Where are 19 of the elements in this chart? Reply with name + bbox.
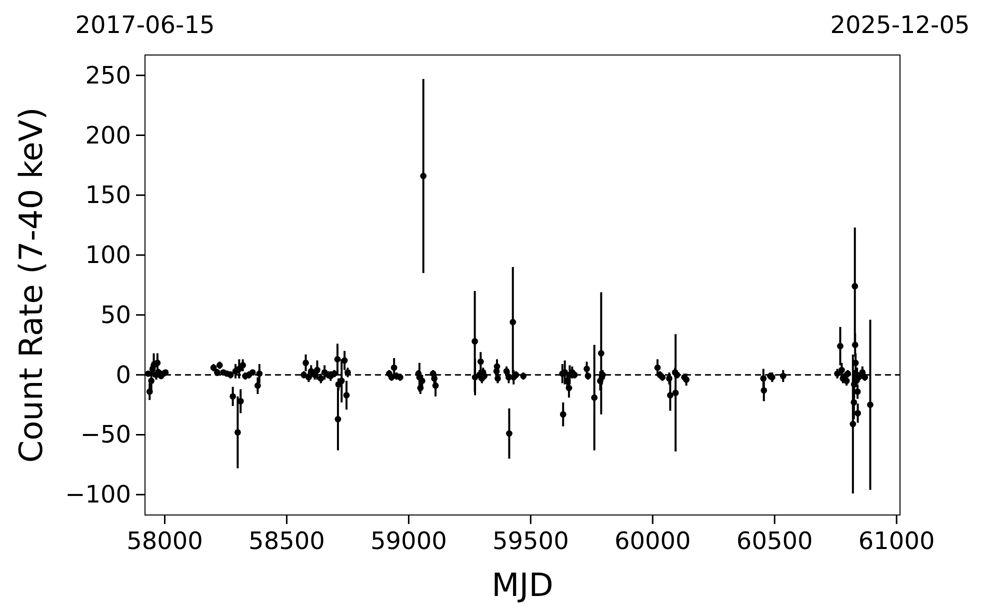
y-tick-label: 50 [100,300,131,329]
y-tick-label: 200 [85,121,131,150]
x2-tick-label: 2025-12-05 [830,11,970,39]
x-tick-label: 59000 [370,527,447,555]
y-axis-title: Count Rate (7-40 keV) [12,107,50,463]
x-axis-title: MJD [492,566,554,604]
y-tick-label: −100 [65,480,131,509]
y-tick-label: −50 [80,420,131,449]
x-tick-label: 60500 [736,527,813,555]
x2-tick-label: 2017-06-15 [75,11,215,39]
x-tick-label: 58500 [248,527,325,555]
x-tick-label: 59500 [492,527,569,555]
x-tick-label: 58000 [126,527,203,555]
y-tick-label: 150 [85,181,131,210]
x-tick-label: 60000 [614,527,691,555]
y-tick-label: 100 [85,241,131,270]
x-tick-label: 61000 [858,527,935,555]
y-tick-label: 0 [116,360,131,389]
y-tick-label: 250 [85,61,131,90]
